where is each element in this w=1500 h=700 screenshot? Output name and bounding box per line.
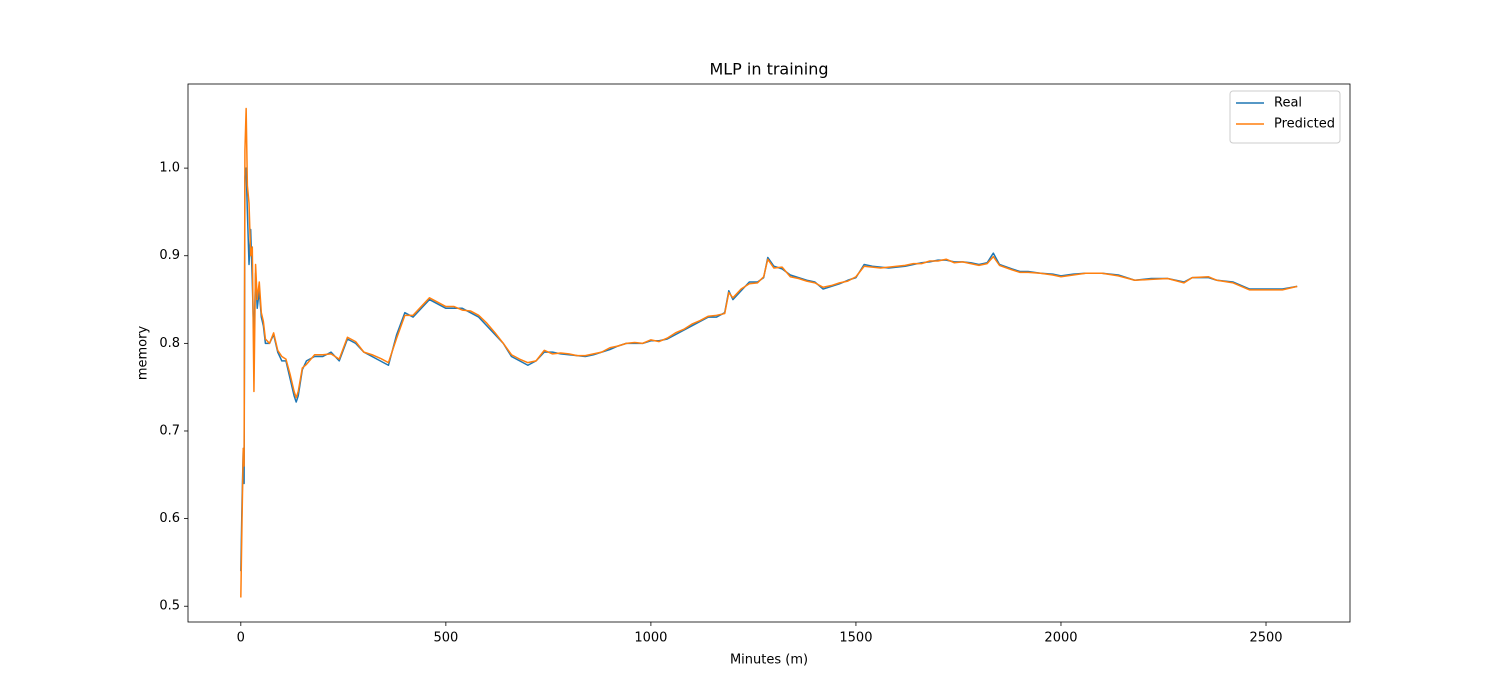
x-tick-label: 2500 bbox=[1249, 631, 1282, 646]
y-tick-label: 1.0 bbox=[159, 161, 180, 176]
chart-title: MLP in training bbox=[709, 60, 828, 79]
y-tick-label: 0.5 bbox=[159, 599, 180, 614]
y-axis-label: memory bbox=[136, 326, 151, 381]
line-series bbox=[240, 167, 1298, 572]
x-axis-label: Minutes (m) bbox=[730, 653, 808, 668]
x-tick-label: 0 bbox=[237, 631, 245, 646]
legend-box bbox=[1229, 90, 1341, 144]
y-tick-label: 0.6 bbox=[159, 511, 180, 526]
x-tick-label: 1500 bbox=[839, 631, 872, 646]
legend: Real Predicted bbox=[1229, 90, 1341, 144]
y-tick-label: 0.9 bbox=[159, 248, 180, 263]
y-tick-label: 0.7 bbox=[159, 423, 180, 438]
plot-frame bbox=[187, 83, 1351, 623]
x-tick-label: 500 bbox=[433, 631, 458, 646]
y-tick-label: 0.8 bbox=[159, 336, 180, 351]
line-series bbox=[240, 107, 1298, 598]
x-tick-label: 2000 bbox=[1044, 631, 1077, 646]
legend-label: Predicted bbox=[1274, 117, 1335, 132]
legend-label: Real bbox=[1274, 96, 1302, 111]
x-tick-label: 1000 bbox=[634, 631, 667, 646]
